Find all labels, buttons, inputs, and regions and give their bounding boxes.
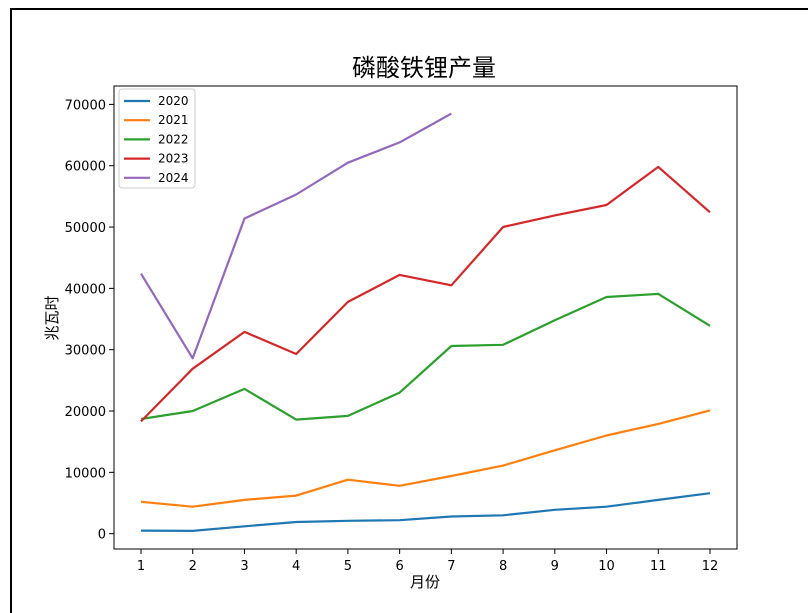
x-tick-label: 9 [551,559,559,574]
y-tick-label: 0 [98,528,106,543]
x-tick-label: 5 [344,559,352,574]
y-axis: 0 10000 20000 30000 40000 50000 60000 70000 [65,98,114,543]
legend-label-2020: 2020 [158,94,189,108]
x-tick-label: 2 [189,559,197,574]
legend-label-2024: 2024 [158,171,189,185]
x-tick-label: 1 [137,559,145,574]
legend-label-2022: 2022 [158,132,189,146]
x-tick-label: 8 [499,559,507,574]
x-tick-label: 10 [598,559,615,574]
legend: 2020 2021 2022 2023 2024 [118,88,196,189]
chart-title: 磷酸铁锂产量 [352,54,496,82]
y-tick-label: 50000 [65,221,106,236]
y-axis-title: 兆瓦时 [43,295,61,340]
x-tick-label: 11 [650,559,667,574]
y-tick-label: 10000 [65,466,106,481]
legend-label-2023: 2023 [158,152,189,166]
x-tick-label: 7 [447,559,455,574]
y-tick-label: 70000 [65,98,106,113]
y-tick-label: 40000 [65,282,106,297]
series-line-2024 [140,112,452,360]
x-axis: 1 2 3 4 5 6 7 8 9 10 11 12 [137,549,718,574]
x-tick-label: 3 [240,559,248,574]
plot-area [113,85,738,550]
x-tick-label: 4 [292,559,300,574]
x-tick-label: 12 [702,559,719,574]
y-tick-label: 20000 [65,405,106,420]
series-line-2022 [140,292,711,421]
chart-frame [10,8,808,613]
series-lines [140,112,711,533]
y-tick-label: 60000 [65,160,106,175]
x-axis-title: 月份 [410,573,440,591]
series-line-2023 [140,165,711,423]
legend-label-2021: 2021 [158,113,189,127]
x-tick-label: 6 [395,559,403,574]
series-line-2021 [140,409,711,508]
y-tick-label: 30000 [65,344,106,359]
series-line-2020 [140,492,711,533]
legend-box [118,88,196,189]
